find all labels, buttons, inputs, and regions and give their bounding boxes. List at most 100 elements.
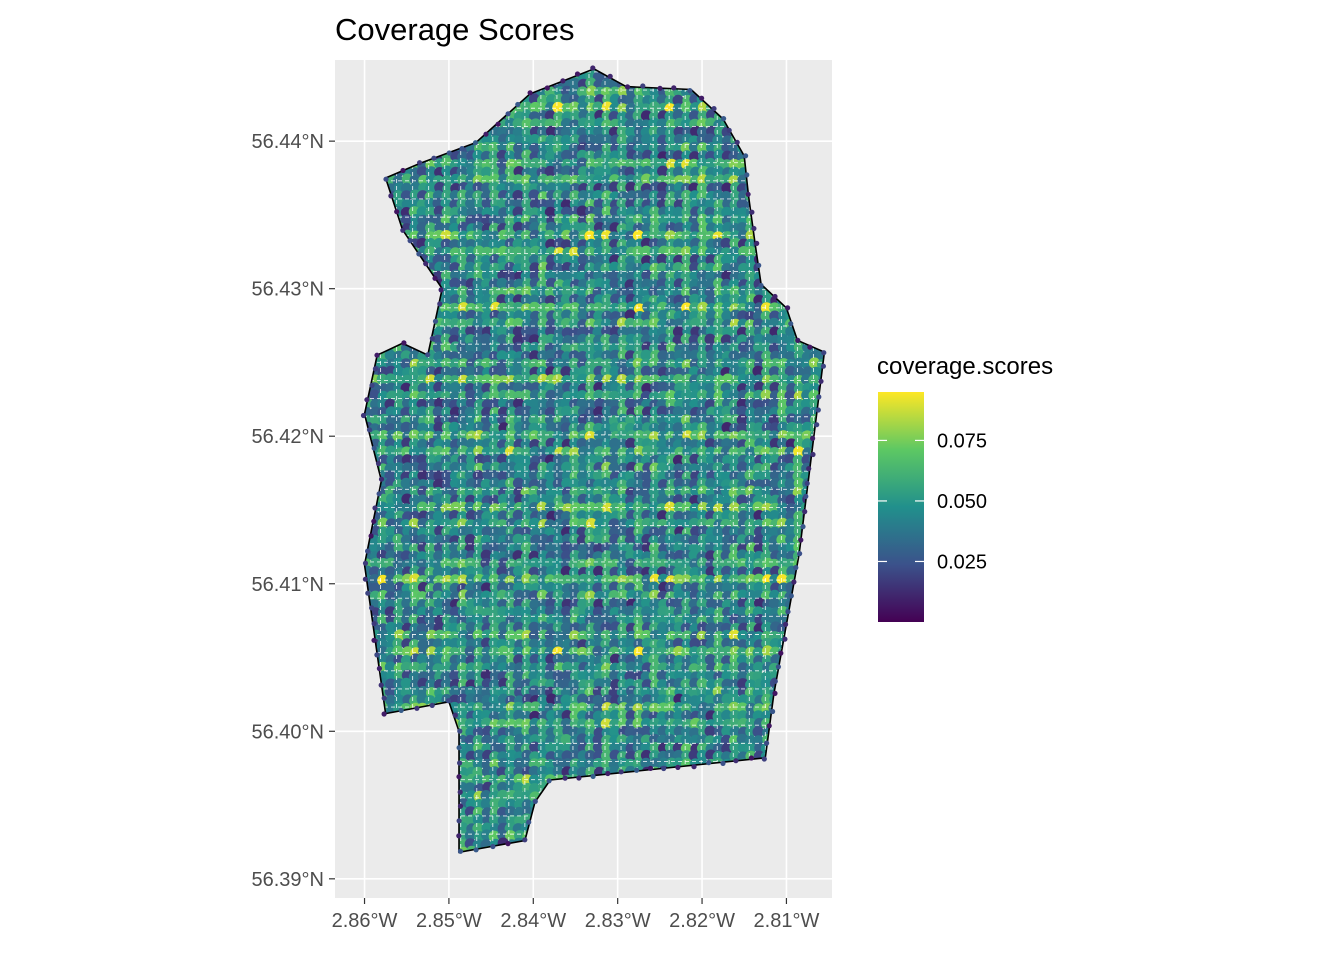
coverage-cell [481, 133, 493, 145]
coverage-cell [697, 102, 710, 114]
coverage-cell [632, 294, 645, 306]
coverage-cell [616, 181, 628, 193]
coverage-cell [616, 374, 628, 386]
coverage-cell [632, 134, 645, 146]
coverage-cell [593, 166, 606, 178]
coverage-cell [560, 294, 573, 306]
coverage-cell [472, 318, 484, 330]
coverage-cell [626, 238, 638, 250]
coverage-cell [736, 405, 748, 418]
coverage-cell [625, 181, 637, 193]
coverage-cell [673, 373, 685, 386]
coverage-cell [681, 359, 693, 371]
coverage-cell [585, 381, 597, 393]
coverage-cell [529, 341, 541, 354]
coverage-cell [400, 358, 412, 370]
coverage-cell [456, 166, 468, 178]
coverage-cell [712, 181, 724, 194]
coverage-cell [529, 406, 541, 418]
coverage-cell [672, 206, 685, 218]
coverage-cell [737, 174, 749, 186]
coverage-cell [697, 310, 709, 322]
coverage-cell [648, 302, 661, 314]
coverage-cell [569, 165, 581, 177]
coverage-cell [440, 270, 453, 282]
coverage-cell [537, 238, 549, 250]
coverage-cell [760, 310, 772, 322]
coverage-cell [672, 334, 684, 346]
coverage-cell [528, 189, 540, 201]
coverage-cell [760, 302, 773, 314]
coverage-cell [665, 133, 677, 145]
coverage-cell [400, 350, 412, 362]
coverage-cell [649, 334, 661, 346]
coverage-cell [728, 158, 740, 171]
coverage-cell [592, 190, 604, 202]
coverage-cell [680, 263, 692, 275]
coverage-cell [512, 190, 524, 202]
coverage-cell [800, 398, 813, 410]
coverage-cell [512, 126, 524, 139]
coverage-cell [528, 254, 540, 266]
coverage-cell [728, 366, 741, 378]
coverage-cell [641, 269, 653, 281]
coverage-cell [513, 397, 525, 409]
coverage-cell [545, 150, 557, 162]
coverage-cell [474, 293, 486, 305]
coverage-cell [584, 142, 596, 154]
coverage-cell [705, 254, 717, 266]
coverage-cell [745, 326, 757, 338]
coverage-cell [657, 143, 669, 155]
coverage-cell [640, 365, 653, 377]
coverage-cell [664, 230, 677, 242]
coverage-cell [376, 373, 388, 385]
coverage-cell [649, 246, 661, 258]
coverage-cell [529, 350, 541, 362]
coverage-cell [560, 270, 572, 282]
coverage-cell [609, 365, 621, 378]
coverage-cell [729, 285, 741, 297]
coverage-cell [441, 165, 453, 177]
coverage-cell [440, 382, 452, 394]
coverage-cell [641, 311, 653, 323]
coverage-cell [616, 206, 628, 219]
coverage-cell [593, 389, 605, 401]
coverage-cell [449, 358, 461, 370]
coverage-cell [744, 373, 756, 385]
coverage-cell [504, 150, 516, 162]
coverage-cell [552, 135, 565, 147]
coverage-cell [561, 149, 573, 161]
coverage-cell [642, 406, 654, 418]
coverage-cell [416, 206, 428, 218]
coverage-cell [497, 197, 509, 209]
coverage-cell [417, 406, 429, 418]
coverage-cell [632, 278, 644, 290]
coverage-cell [537, 126, 549, 138]
coverage-cell [592, 302, 604, 314]
coverage-cell [552, 333, 564, 345]
coverage-cell [738, 262, 750, 275]
coverage-cell [401, 173, 413, 185]
coverage-cell [488, 230, 500, 242]
coverage-cell [496, 158, 508, 170]
coverage-cell [592, 71, 605, 83]
coverage-cell [481, 197, 493, 209]
coverage-cell [569, 262, 581, 274]
coverage-cell [657, 181, 669, 194]
coverage-cell [601, 405, 613, 417]
coverage-cell [529, 134, 541, 146]
coverage-cell [721, 293, 733, 305]
coverage-cell [648, 142, 661, 154]
coverage-cell [600, 302, 612, 314]
coverage-cell [521, 286, 533, 298]
coverage-cell [592, 326, 604, 338]
coverage-cell [617, 103, 629, 115]
coverage-cell [553, 286, 565, 298]
coverage-cell [432, 342, 444, 354]
coverage-cell [664, 277, 677, 289]
coverage-cell [505, 253, 517, 265]
coverage-cell [689, 262, 701, 274]
coverage-cell [641, 213, 653, 225]
coverage-cell [440, 230, 452, 242]
